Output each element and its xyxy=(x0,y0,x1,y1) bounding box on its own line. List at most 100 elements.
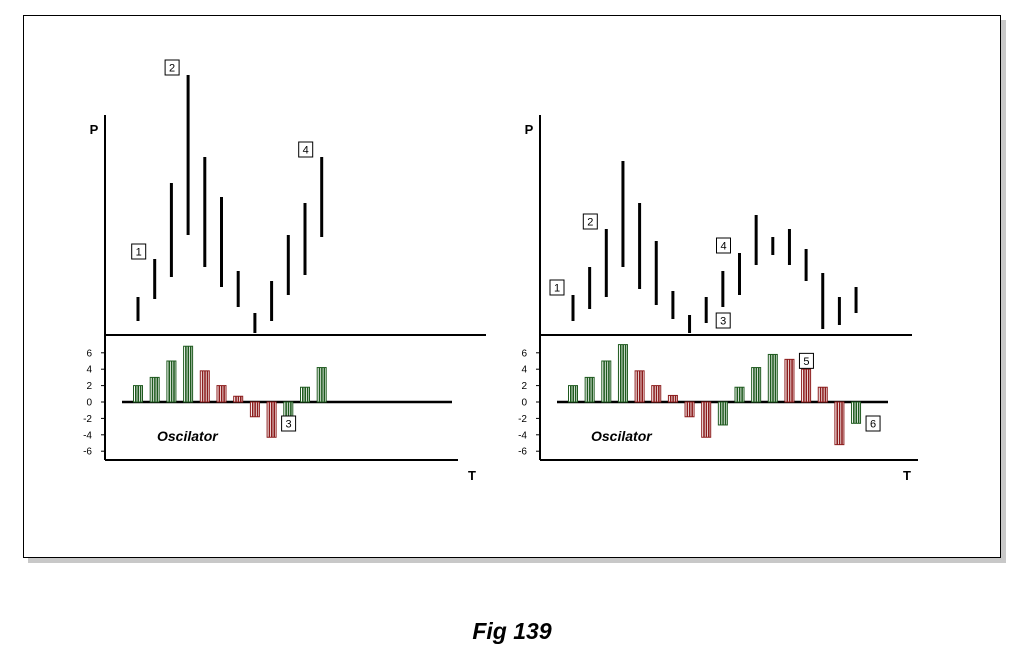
right-oscillator-tick-label: 0 xyxy=(521,398,527,409)
left-oscillator-bar-stripe xyxy=(285,402,287,425)
right-oscillator-marker-5-box xyxy=(798,352,814,369)
right-price-marker-4-box xyxy=(716,237,731,254)
right-oscillator-tick-label: 4 xyxy=(521,365,527,376)
right-oscillator-bar-stripe xyxy=(572,385,574,402)
left-price-marker-4-text: 4 xyxy=(303,145,309,157)
left-price-marker-1: 1 xyxy=(131,243,147,260)
right-price-marker-3: 3 xyxy=(715,312,731,329)
left-oscillator-bar-stripe xyxy=(173,361,175,402)
left-oscillator-bar-stripe xyxy=(223,385,225,402)
left-oscillator-bar-stripe xyxy=(271,402,273,438)
left-oscillator-bar-stripe xyxy=(206,370,209,402)
right-oscillator-bar xyxy=(717,401,728,426)
left-oscillator-bar-stripe xyxy=(254,402,256,417)
right-oscillator-bar-stripe xyxy=(624,344,627,402)
right-oscillator-tick-label: -2 xyxy=(518,414,527,425)
left-oscillator-bar-stripe xyxy=(187,346,190,402)
left-oscillator-bar-stripe xyxy=(323,367,326,402)
right-oscillator-bar-stripe xyxy=(688,402,691,417)
right-oscillator-bar xyxy=(751,367,762,403)
right-oscillator-bar-stripe xyxy=(570,385,572,402)
left-price-marker-2-box xyxy=(164,59,180,76)
left-oscillator-tick-label: -4 xyxy=(83,430,92,441)
right-oscillator-bar-stripe xyxy=(608,361,610,402)
right-oscillator-bar-stripe xyxy=(719,402,722,425)
left-oscillator-bar-stripe xyxy=(318,367,321,402)
right-price-marker-1: 1 xyxy=(549,279,565,296)
right-oscillator-bar-stripe xyxy=(639,370,641,402)
right-oscillator-bar xyxy=(651,385,662,403)
left-oscillator-bar-stripe xyxy=(256,402,259,417)
left-oscillator-bar xyxy=(266,401,277,438)
right-price-marker-4-text: 4 xyxy=(720,241,726,253)
left-oscillator-tick-label: 0 xyxy=(86,398,92,409)
right-oscillator-bar xyxy=(834,401,845,446)
right-oscillator-bar-stripe xyxy=(674,395,677,402)
right-oscillator-bar-stripe xyxy=(619,344,622,402)
left-oscillator-bar-stripe xyxy=(137,385,139,402)
right-price-marker-4: 4 xyxy=(716,237,731,254)
right-oscillator-bar-stripe xyxy=(786,359,789,402)
right-oscillator-bar-stripe xyxy=(708,402,710,438)
right-oscillator-bar xyxy=(584,376,595,403)
right-oscillator-bar-stripe xyxy=(807,369,810,402)
left-time-axis-label: T xyxy=(468,468,476,483)
left-oscillator-bar xyxy=(233,395,244,403)
right-oscillator-bar-stripe xyxy=(655,385,658,402)
right-price-marker-1-text: 1 xyxy=(554,283,560,295)
right-oscillator-bar xyxy=(568,385,578,403)
right-oscillator-bar-stripe xyxy=(686,402,689,417)
left-price-axis-label: P xyxy=(90,122,99,137)
right-oscillator-bar-stripe xyxy=(753,367,755,402)
right-oscillator-label: Oscilator xyxy=(591,428,653,444)
left-oscillator-bar-stripe xyxy=(189,346,192,402)
right-oscillator-bar-stripe xyxy=(853,402,855,424)
left-oscillator-marker-3-text: 3 xyxy=(286,419,292,431)
right-oscillator-bar-stripe xyxy=(788,359,791,402)
right-oscillator-tick-label: 6 xyxy=(521,348,527,359)
right-oscillator-marker-5-text: 5 xyxy=(803,356,809,368)
right-oscillator-bar-stripe xyxy=(836,402,838,445)
right-oscillator-bar-stripe xyxy=(791,359,793,402)
left-oscillator-bar-stripe xyxy=(237,396,240,402)
left-oscillator-tick-label: 2 xyxy=(86,381,92,392)
left-price-marker-2-text: 2 xyxy=(169,63,175,75)
left-oscillator-bar-stripe xyxy=(306,387,309,402)
right-price-marker-2-text: 2 xyxy=(587,217,593,229)
left-oscillator-bar-stripe xyxy=(201,370,204,402)
left-oscillator-tick-label: -2 xyxy=(83,414,92,425)
right-oscillator-tick-label: -6 xyxy=(518,447,527,458)
right-oscillator-bar xyxy=(784,358,795,403)
right-oscillator-bar-stripe xyxy=(603,361,605,402)
figure-caption: Fig 139 xyxy=(472,618,552,644)
right-oscillator-bar-stripe xyxy=(824,387,827,402)
right-oscillator-bar-stripe xyxy=(591,377,594,402)
right-oscillator-bar-stripe xyxy=(841,402,843,445)
right-oscillator-marker-6-box xyxy=(865,415,881,432)
left-oscillator-bar-stripe xyxy=(204,370,206,402)
right-oscillator-bar-stripe xyxy=(669,395,672,402)
left-oscillator-bar-stripe xyxy=(302,387,304,402)
right-price-marker-3-box xyxy=(715,312,731,329)
right-oscillator-bar-stripe xyxy=(672,395,674,402)
right-oscillator-bar xyxy=(701,401,712,438)
right-oscillator-bar-stripe xyxy=(574,385,577,402)
left-oscillator-bar xyxy=(249,401,260,418)
left-oscillator-bar-stripe xyxy=(290,402,292,425)
right-oscillator-tick-label: -4 xyxy=(518,430,527,441)
right-oscillator-bar xyxy=(634,370,645,403)
right-oscillator-bar-stripe xyxy=(724,402,727,425)
left-oscillator-bar-stripe xyxy=(139,385,142,402)
right-oscillator-tick-label: 2 xyxy=(521,381,527,392)
right-oscillator-bar-stripe xyxy=(586,377,589,402)
right-oscillator-bar xyxy=(684,401,695,418)
left-oscillator-bar-stripe xyxy=(135,385,137,402)
left-oscillator-bar xyxy=(133,385,143,403)
left-oscillator-bar xyxy=(199,370,210,403)
right-oscillator-bar xyxy=(801,368,812,403)
left-oscillator-marker-3: 3 xyxy=(281,415,297,432)
left-oscillator-bar-stripe xyxy=(220,385,223,402)
left-oscillator-bar-stripe xyxy=(235,396,237,402)
left-oscillator-bar-stripe xyxy=(185,346,187,402)
